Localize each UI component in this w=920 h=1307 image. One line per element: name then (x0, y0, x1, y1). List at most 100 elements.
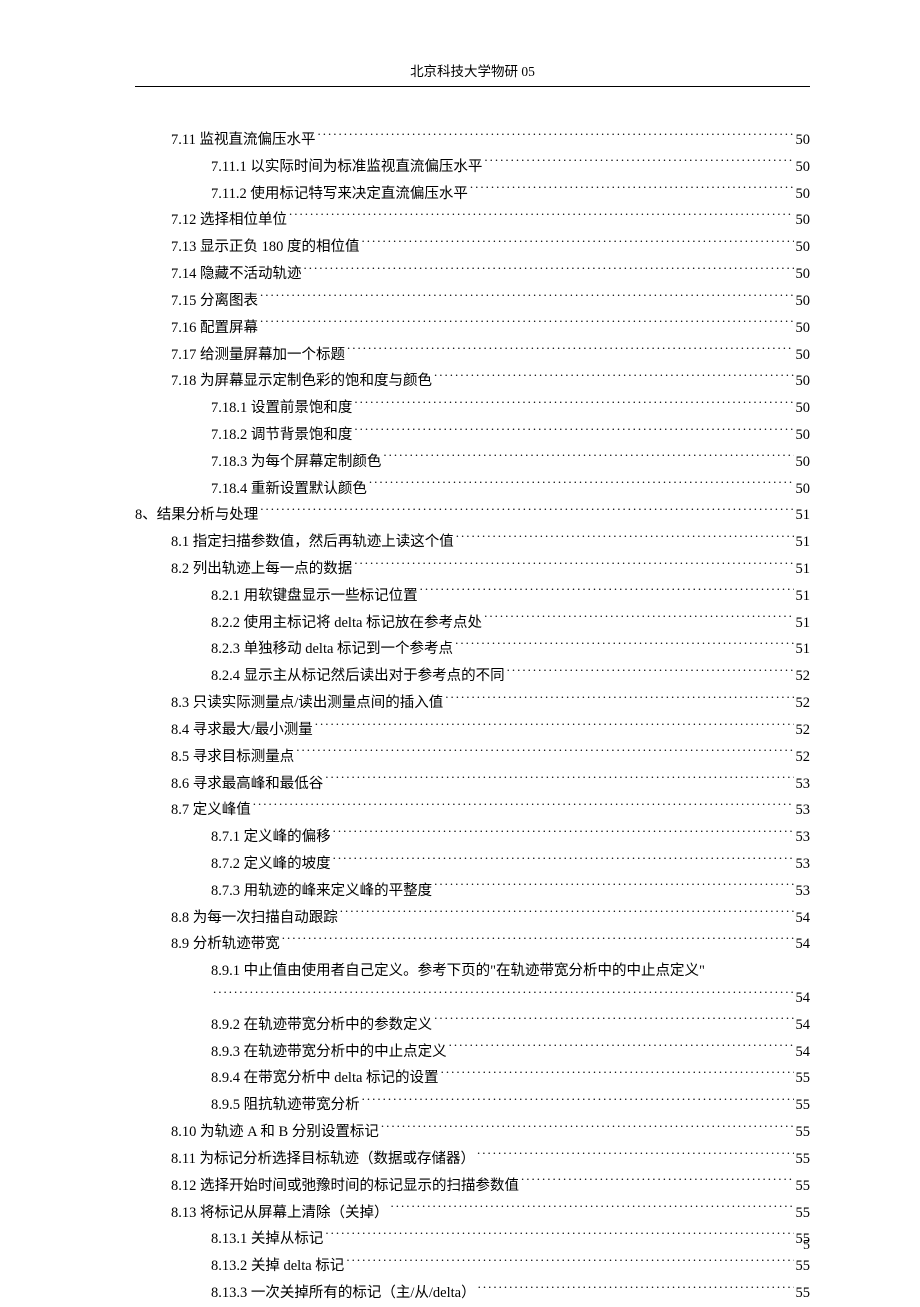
toc-entry: 8.10 为轨迹 A 和 B 分别设置标记 55 (135, 1119, 810, 1146)
toc-page-number: 51 (796, 583, 811, 610)
toc-page-number: 54 (796, 905, 811, 932)
toc-title: 8.9.1 中止值由使用者自己定义。参考下页的"在轨迹带宽分析中的中止点定义" (211, 958, 705, 985)
toc-page-number: 50 (796, 127, 811, 154)
toc-entry: 8.2.2 使用主标记将 delta 标记放在参考点处51 (135, 610, 810, 637)
toc-title: 7.18.2 调节背景饱和度 (211, 422, 352, 449)
toc-title: 8.6 寻求最高峰和最低谷 (171, 771, 323, 798)
toc-entry: 8、结果分析与处理51 (135, 502, 810, 529)
toc-leader-dots (369, 478, 794, 493)
toc-leader-dots (441, 1068, 794, 1083)
toc-page-number: 53 (796, 771, 811, 798)
toc-leader-dots (333, 827, 794, 842)
toc-entry: 8.13 将标记从屏幕上清除（关掉）55 (135, 1200, 810, 1227)
toc-page-number: 50 (796, 315, 811, 342)
toc-page-number: 50 (796, 234, 811, 261)
toc-title: 8.7.3 用轨迹的峰来定义峰的平整度 (211, 878, 432, 905)
toc-title: 7.18 为屏幕显示定制色彩的饱和度与颜色 (171, 368, 432, 395)
toc-title: 8.13.3 一次关掉所有的标记（主/从/delta） (211, 1280, 476, 1307)
toc-page-number: 50 (796, 181, 811, 208)
toc-leader-dots (477, 1148, 794, 1163)
toc-entry: 8.7 定义峰值53 (135, 797, 810, 824)
page-header: 北京科技大学物研 05 (135, 60, 810, 87)
toc-leader-dots (434, 371, 794, 386)
toc-entry: 8.3 只读实际测量点/读出测量点间的插入值52 (135, 690, 810, 717)
toc-title: 8.10 为轨迹 A 和 B 分别设置标记 (171, 1119, 379, 1146)
toc-title: 7.11 监视直流偏压水平 (171, 127, 315, 154)
toc-leader-dots (260, 290, 794, 305)
toc-entry: 8.9 分析轨迹带宽54 (135, 931, 810, 958)
toc-page-number: 50 (796, 395, 811, 422)
toc-leader-dots (354, 559, 793, 574)
toc-title: 8.1 指定扫描参数值，然后再轨迹上读这个值 (171, 529, 454, 556)
toc-title: 8.7.1 定义峰的偏移 (211, 824, 331, 851)
toc-page-number: 50 (796, 288, 811, 315)
toc-entry: 7.18.3 为每个屏幕定制颜色50 (135, 449, 810, 476)
toc-entry: 8.13.1 关掉从标记55 (135, 1226, 810, 1253)
toc-entry: 8.8 为每一次扫描自动跟踪 54 (135, 905, 810, 932)
toc-title: 8.2.1 用软键盘显示一些标记位置 (211, 583, 418, 610)
toc-entry: 8.11 为标记分析选择目标轨迹（数据或存储器）55 (135, 1146, 810, 1173)
toc-entry: 7.17 给测量屏幕加一个标题50 (135, 342, 810, 369)
toc-entry: 8.9.5 阻抗轨迹带宽分析55 (135, 1092, 810, 1119)
toc-entry: 8.2.4 显示主从标记然后读出对于参考点的不同52 (135, 663, 810, 690)
toc-entry: 8.9.1 中止值由使用者自己定义。参考下页的"在轨迹带宽分析中的中止点定义" (135, 958, 810, 985)
toc-page-number: 50 (796, 422, 811, 449)
toc-page-number: 54 (796, 985, 811, 1012)
toc-title: 8.7 定义峰值 (171, 797, 251, 824)
toc-title: 7.18.4 重新设置默认颜色 (211, 476, 367, 503)
toc-entry: 8.7.1 定义峰的偏移 53 (135, 824, 810, 851)
page-number: 5 (803, 1238, 810, 1254)
toc-page-number: 51 (796, 556, 811, 583)
toc-page-number: 51 (796, 636, 811, 663)
toc-title: 7.18.1 设置前景饱和度 (211, 395, 352, 422)
toc-page-number: 53 (796, 824, 811, 851)
toc-title: 8.3 只读实际测量点/读出测量点间的插入值 (171, 690, 443, 717)
toc-leader-dots (391, 1202, 794, 1217)
toc-page-number: 53 (796, 851, 811, 878)
toc-leader-dots (420, 585, 794, 600)
toc-entry: 7.14 隐藏不活动轨迹50 (135, 261, 810, 288)
toc-entry: 8.9.2 在轨迹带宽分析中的参数定义 54 (135, 1012, 810, 1039)
toc-leader-dots (317, 130, 793, 145)
toc-title: 8.4 寻求最大/最小测量 (171, 717, 313, 744)
toc-leader-dots (383, 451, 793, 466)
toc-title: 8.9.2 在轨迹带宽分析中的参数定义 (211, 1012, 432, 1039)
toc-entry: 7.15 分离图表50 (135, 288, 810, 315)
toc-entry: 8.2.1 用软键盘显示一些标记位置 51 (135, 583, 810, 610)
toc-title: 8.13.2 关掉 delta 标记 (211, 1253, 344, 1280)
toc-leader-dots (470, 183, 794, 198)
toc-entry: 7.12 选择相位单位50 (135, 207, 810, 234)
toc-entry: 8.13.2 关掉 delta 标记55 (135, 1253, 810, 1280)
toc-leader-dots (445, 693, 793, 708)
toc-leader-dots (521, 1175, 794, 1190)
toc-page-number: 55 (796, 1119, 811, 1146)
toc-page-number: 54 (796, 1012, 811, 1039)
toc-page-number: 54 (796, 931, 811, 958)
toc-title: 8.9.3 在轨迹带宽分析中的中止点定义 (211, 1039, 447, 1066)
toc-title: 8.9.5 阻抗轨迹带宽分析 (211, 1092, 360, 1119)
toc-leader-dots (484, 156, 793, 171)
toc-entry: 8.2 列出轨迹上每一点的数据51 (135, 556, 810, 583)
toc-title: 8.2.4 显示主从标记然后读出对于参考点的不同 (211, 663, 505, 690)
toc-entry: 7.18 为屏幕显示定制色彩的饱和度与颜色50 (135, 368, 810, 395)
toc-leader-dots (213, 988, 794, 1003)
toc-title: 7.16 配置屏幕 (171, 315, 258, 342)
toc-leader-dots (381, 1122, 794, 1137)
toc-leader-dots (347, 344, 794, 359)
toc-entry: 8.4 寻求最大/最小测量52 (135, 717, 810, 744)
toc-title: 7.13 显示正负 180 度的相位值 (171, 234, 360, 261)
toc-entry-continuation: 54 (135, 985, 810, 1012)
toc-leader-dots (315, 719, 794, 734)
toc-page-number: 55 (796, 1146, 811, 1173)
toc-page-number: 52 (796, 744, 811, 771)
toc-entry: 7.11.2 使用标记特写来决定直流偏压水平50 (135, 181, 810, 208)
toc-page-number: 55 (796, 1173, 811, 1200)
toc-title: 8.8 为每一次扫描自动跟踪 (171, 905, 338, 932)
toc-entry: 8.7.2 定义峰的坡度53 (135, 851, 810, 878)
toc-leader-dots (354, 424, 793, 439)
toc-page-number: 50 (796, 342, 811, 369)
toc-page-number: 51 (796, 610, 811, 637)
toc-leader-dots (340, 907, 794, 922)
toc-entry: 7.18.2 调节背景饱和度 50 (135, 422, 810, 449)
toc-title: 8.12 选择开始时间或弛豫时间的标记显示的扫描参数值 (171, 1173, 519, 1200)
